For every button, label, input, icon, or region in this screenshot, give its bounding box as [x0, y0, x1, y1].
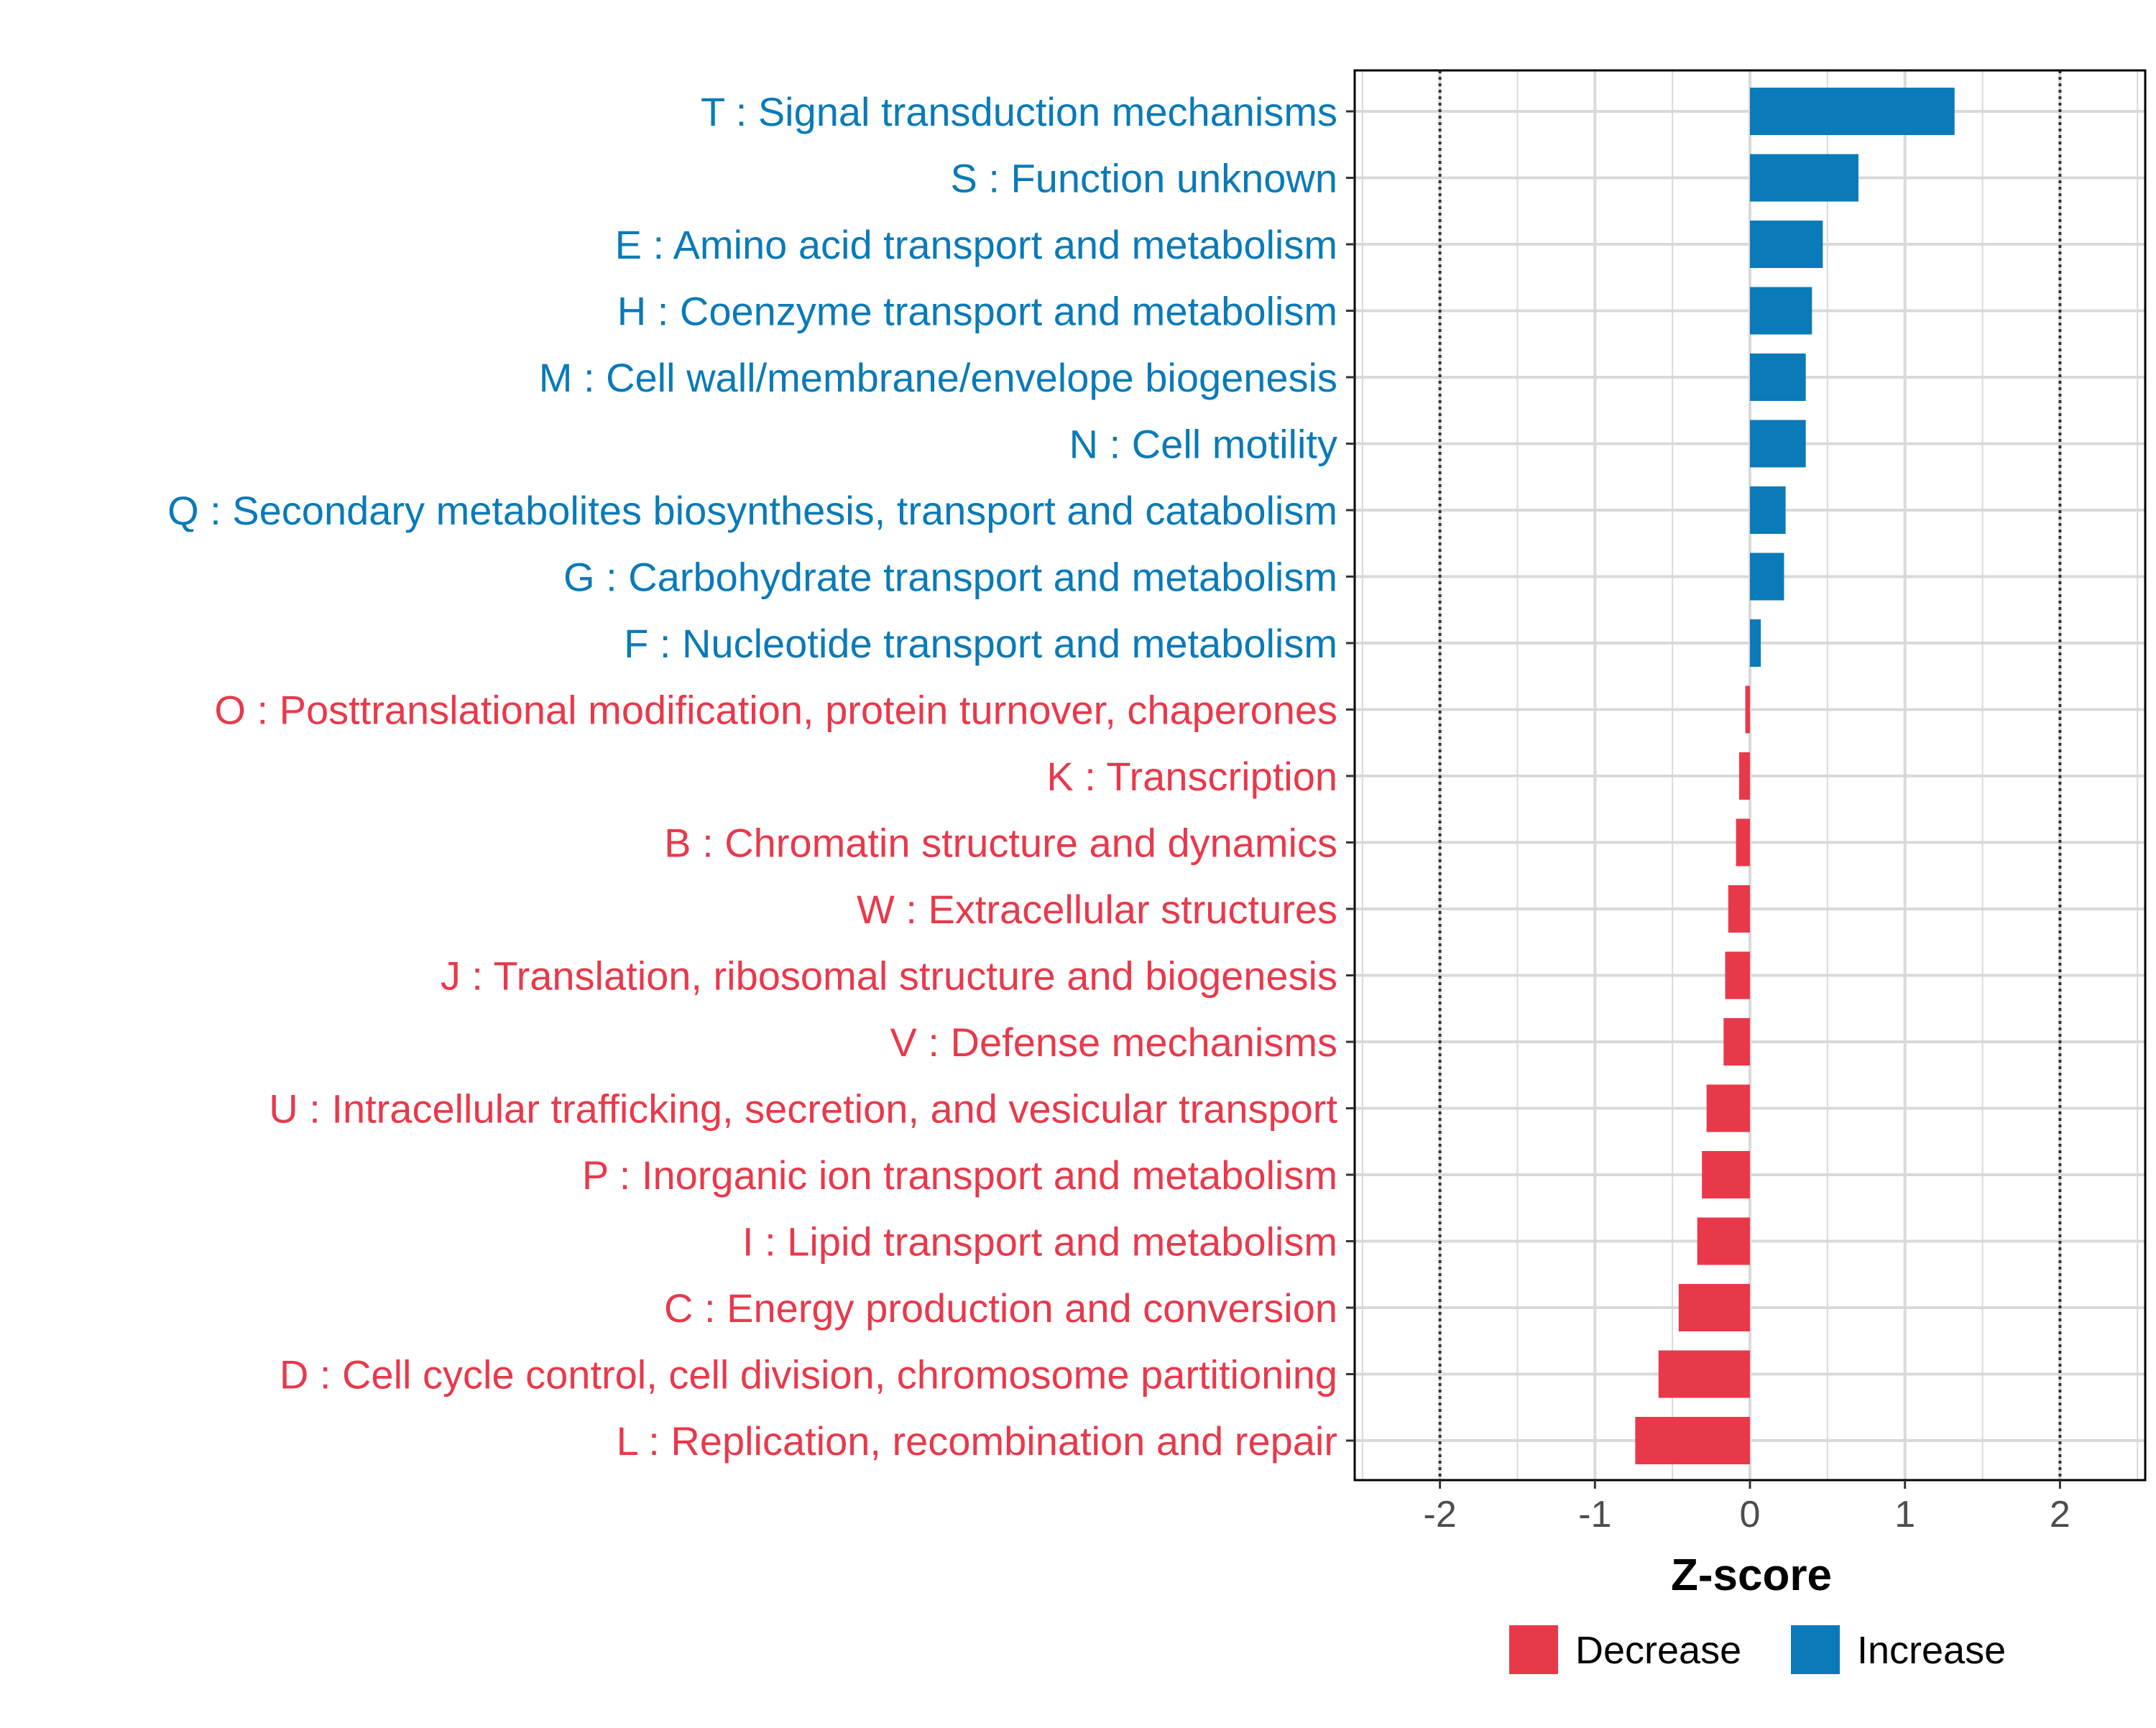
- legend: Decrease Increase: [1509, 1625, 2006, 1674]
- category-label: D : Cell cycle control, cell division, c…: [280, 1352, 1337, 1397]
- category-label: K : Transcription: [1046, 754, 1337, 799]
- legend-label: Increase: [1857, 1629, 2006, 1672]
- category-label: V : Defense mechanisms: [890, 1020, 1337, 1065]
- reference-lines: [1438, 70, 2062, 1480]
- category-label: G : Carbohydrate transport and metabolis…: [563, 555, 1337, 600]
- y-axis-labels: T : Signal transduction mechanisms S : Fu…: [167, 89, 1337, 1464]
- x-tick-label: 2: [2050, 1494, 2070, 1535]
- bar: [1750, 221, 1823, 268]
- category-label: O : Posttranslational modification, prot…: [214, 688, 1337, 733]
- y-axis-ticks: [1346, 110, 1355, 1442]
- category-label: E : Amino acid transport and metabolism: [615, 222, 1337, 267]
- bar: [1745, 685, 1750, 734]
- category-label: H : Coenzyme transport and metabolism: [617, 289, 1337, 334]
- category-label: F : Nucleotide transport and metabolism: [624, 621, 1337, 666]
- bar: [1678, 1284, 1750, 1331]
- category-label: N : Cell motility: [1069, 422, 1337, 467]
- category-label: I : Lipid transport and metabolism: [742, 1219, 1337, 1265]
- bar: [1750, 154, 1858, 202]
- bar: [1702, 1151, 1750, 1198]
- x-tick-label: 0: [1740, 1494, 1761, 1535]
- x-axis-ticks: -2 -1 0 1 2: [1424, 1480, 2070, 1535]
- category-label: P : Inorganic ion transport and metaboli…: [582, 1152, 1337, 1198]
- bar: [1750, 486, 1786, 534]
- category-label: Q : Secondary metabolites biosynthesis, …: [167, 488, 1337, 533]
- category-label: L : Replication, recombination and repai…: [617, 1418, 1337, 1464]
- bar: [1706, 1084, 1750, 1132]
- bar: [1635, 1417, 1750, 1464]
- bar: [1750, 420, 1806, 468]
- bar: [1723, 1018, 1750, 1066]
- category-label: C : Energy production and conversion: [664, 1285, 1337, 1331]
- bar: [1750, 88, 1955, 135]
- legend-label: Decrease: [1575, 1629, 1741, 1672]
- bars: [1635, 88, 1955, 1464]
- x-axis-title: Z-score: [1671, 1551, 1832, 1600]
- category-label: S : Function unknown: [950, 156, 1337, 201]
- bar: [1697, 1217, 1750, 1265]
- bar: [1750, 619, 1761, 667]
- bar: [1738, 752, 1750, 800]
- bar: [1736, 818, 1750, 867]
- bar: [1728, 885, 1750, 933]
- category-label: B : Chromatin structure and dynamics: [664, 821, 1337, 866]
- category-label: M : Cell wall/membrane/envelope biogenes…: [539, 355, 1337, 400]
- category-label: U : Intracellular trafficking, secretion…: [269, 1086, 1337, 1132]
- category-label: J : Translation, ribosomal structure and…: [441, 953, 1337, 999]
- bar: [1725, 951, 1750, 999]
- legend-key: [1791, 1625, 1840, 1674]
- bar: [1750, 553, 1784, 601]
- legend-key: [1509, 1625, 1558, 1674]
- category-label: T : Signal transduction mechanisms: [701, 89, 1337, 134]
- x-tick-label: 1: [1894, 1494, 1915, 1535]
- bar: [1658, 1350, 1750, 1398]
- bar: [1750, 287, 1812, 335]
- x-tick-label: -2: [1424, 1494, 1457, 1535]
- bar: [1750, 354, 1806, 401]
- category-label: W : Extracellular structures: [857, 887, 1337, 932]
- x-tick-label: -1: [1578, 1494, 1611, 1535]
